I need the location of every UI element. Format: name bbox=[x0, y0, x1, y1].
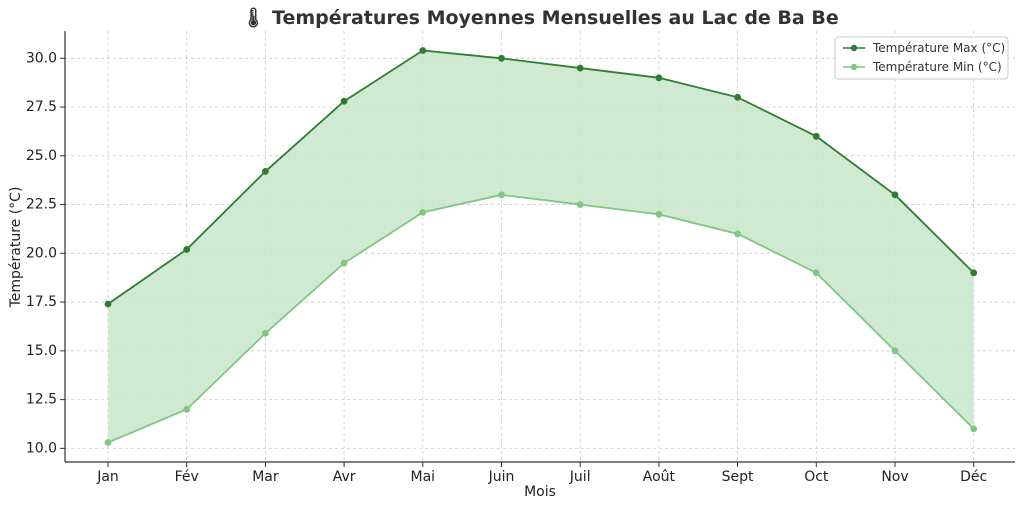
data-point-min bbox=[340, 259, 348, 267]
x-tick-label: Fév bbox=[175, 469, 199, 485]
chart-title: 🌡 Températures Moyennes Mensuelles au La… bbox=[241, 7, 838, 29]
x-tick-label: Oct bbox=[804, 469, 829, 485]
y-ticks: 10.0 12.5 15.0 17.5 20.0 22.5 25.0 27.5 30.0 bbox=[26, 50, 65, 456]
data-point-max bbox=[183, 246, 191, 253]
data-point-min bbox=[576, 201, 584, 208]
y-tick-label: 10.0 bbox=[26, 440, 57, 456]
x-tick-label: Jan bbox=[96, 469, 119, 485]
y-tick-label: 25.0 bbox=[26, 148, 57, 164]
data-point-max bbox=[812, 132, 820, 140]
legend-min-label: Température Min (°C) bbox=[872, 60, 1002, 74]
data-point-min bbox=[183, 405, 191, 413]
data-point-max bbox=[576, 64, 584, 72]
data-point-min bbox=[104, 439, 112, 446]
data-point-max bbox=[104, 300, 112, 308]
legend-max-marker bbox=[850, 44, 858, 52]
legend-min-marker bbox=[850, 63, 858, 71]
x-tick-label: Juin bbox=[488, 469, 515, 485]
y-tick-label: 12.5 bbox=[26, 392, 57, 408]
data-point-max bbox=[891, 191, 899, 199]
y-tick-label: 17.5 bbox=[26, 294, 57, 310]
data-point-max bbox=[498, 54, 505, 62]
x-tick-label: Mar bbox=[252, 469, 279, 485]
x-tick-label: Août bbox=[643, 469, 676, 485]
data-point-max bbox=[734, 93, 741, 101]
data-point-min bbox=[655, 210, 663, 218]
series-line-max bbox=[107, 49, 975, 305]
data-point-min bbox=[970, 425, 978, 433]
y-axis-label: Température (°C) bbox=[8, 187, 24, 309]
data-point-min bbox=[734, 230, 741, 238]
range-fill-area bbox=[108, 50, 974, 443]
data-point-max bbox=[340, 97, 348, 105]
data-point-max bbox=[262, 168, 269, 175]
series-line-min bbox=[107, 193, 975, 444]
data-point-max bbox=[655, 74, 663, 82]
x-axis-label: Mois bbox=[524, 484, 556, 500]
data-point-min bbox=[498, 191, 505, 199]
data-point-min bbox=[262, 329, 269, 337]
series-layer bbox=[104, 47, 978, 446]
y-tick-label: 27.5 bbox=[26, 99, 57, 115]
x-ticks: Jan Fév Mar Avr Mai Juin Juil Août Sept Oct Nov Déc bbox=[96, 462, 987, 485]
legend-max-label: Température Max (°C) bbox=[872, 41, 1005, 55]
data-point-max bbox=[419, 47, 427, 54]
x-tick-label: Nov bbox=[881, 469, 908, 485]
x-tick-label: Sept bbox=[722, 469, 754, 485]
y-tick-label: 30.0 bbox=[26, 50, 57, 66]
y-tick-label: 22.5 bbox=[26, 197, 57, 213]
y-tick-label: 20.0 bbox=[26, 245, 57, 261]
data-point-max bbox=[970, 269, 978, 277]
legend: Température Max (°C) Température Min (°C… bbox=[834, 36, 1009, 80]
x-tick-label: Avr bbox=[333, 469, 356, 485]
x-tick-label: Juil bbox=[569, 469, 591, 485]
data-point-min bbox=[891, 347, 899, 355]
data-point-min bbox=[812, 269, 820, 277]
data-point-min bbox=[419, 208, 427, 216]
x-tick-label: Déc bbox=[960, 469, 987, 485]
legend-box bbox=[834, 36, 1009, 80]
x-tick-label: Mai bbox=[411, 469, 436, 485]
y-tick-label: 15.0 bbox=[26, 343, 57, 359]
